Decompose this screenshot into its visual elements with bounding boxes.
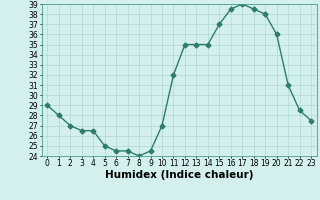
X-axis label: Humidex (Indice chaleur): Humidex (Indice chaleur) (105, 170, 253, 180)
